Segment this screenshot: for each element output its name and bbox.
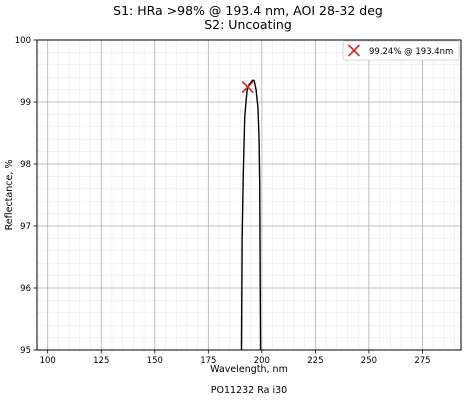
y-tick-label: 98 xyxy=(20,160,31,170)
chart-footer: PO11232 Ra i30 xyxy=(211,385,287,396)
y-tick-label: 99 xyxy=(20,98,31,108)
y-axis-label: Reflectance, % xyxy=(4,160,15,231)
x-tick-label: 175 xyxy=(200,356,216,366)
y-tick-label: 97 xyxy=(20,222,31,232)
x-tick-label: 225 xyxy=(307,356,323,366)
x-tick-label: 125 xyxy=(93,356,109,366)
reflectance-series-line xyxy=(240,79,262,351)
x-tick-label: 150 xyxy=(147,356,163,366)
x-axis-label: Wavelength, nm xyxy=(210,364,288,375)
x-tick-label: 275 xyxy=(414,356,430,366)
x-tick-label: 250 xyxy=(361,356,377,366)
plot-frame xyxy=(36,39,462,351)
x-tick-label: 100 xyxy=(40,356,56,366)
legend-box xyxy=(342,40,460,61)
peak-marker xyxy=(241,81,254,94)
legend-marker-stroke xyxy=(347,44,361,57)
y-tick-label: 100 xyxy=(15,36,31,46)
legend-marker-icon xyxy=(347,44,361,57)
chart-subtitle: S2: Uncoating xyxy=(204,17,292,32)
y-tick-label: 95 xyxy=(20,346,31,356)
x-tick-label: 200 xyxy=(254,356,270,366)
y-tick-label: 96 xyxy=(20,284,31,294)
peak-marker-stroke xyxy=(241,81,254,94)
legend: 99.24% @ 193.4nm xyxy=(342,40,460,61)
legend-label: 99.24% @ 193.4nm xyxy=(369,47,453,57)
chart-title: S1: HRa >98% @ 193.4 nm, AOI 28-32 deg xyxy=(113,3,383,18)
